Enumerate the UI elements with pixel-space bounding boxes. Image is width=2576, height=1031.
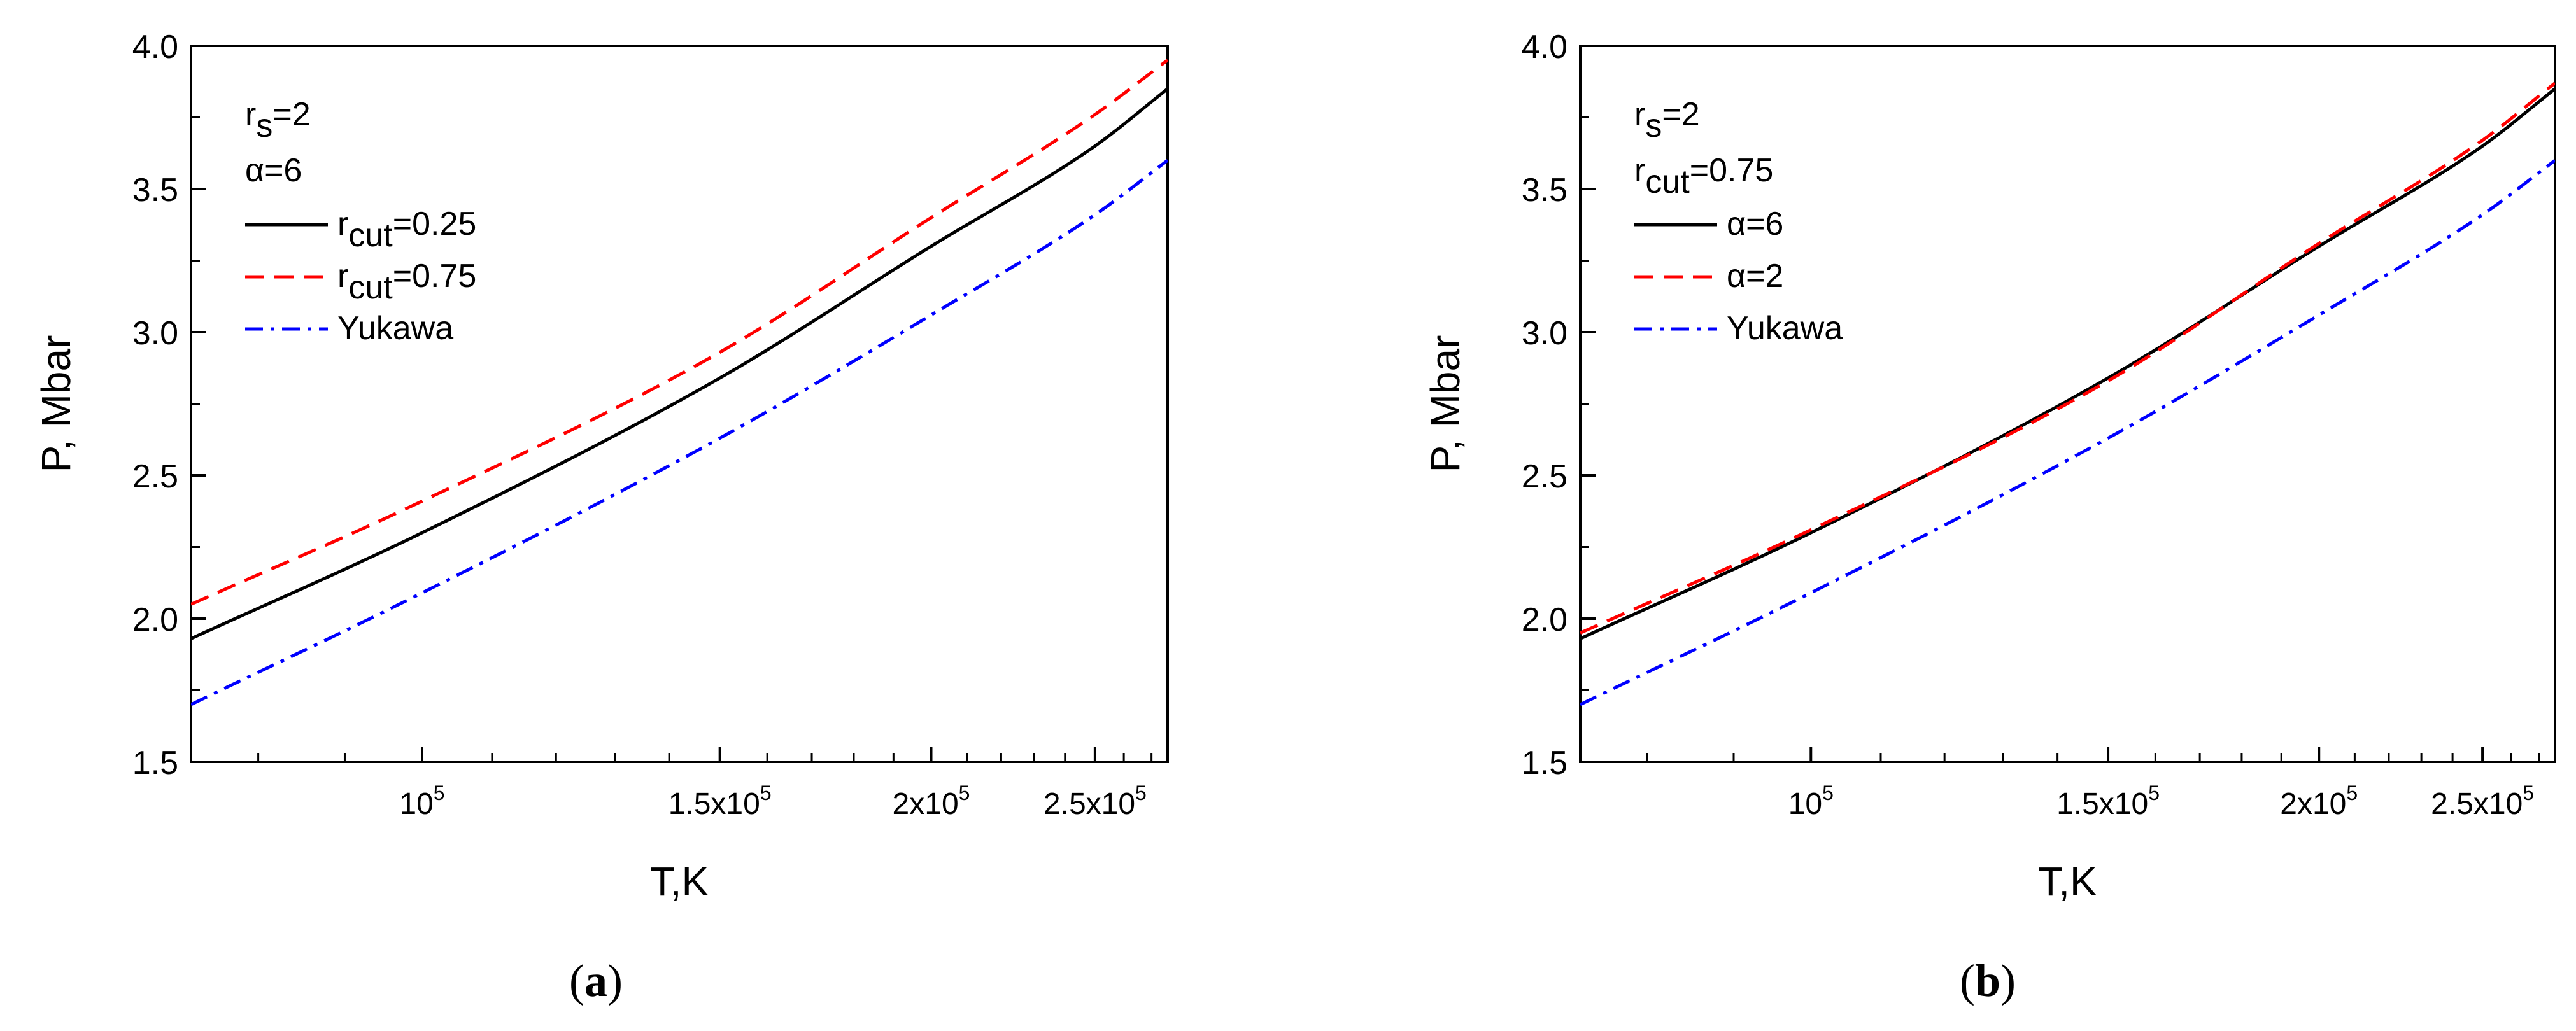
annotation-1: α=6	[245, 152, 302, 189]
panel-label-b-letter: b	[1974, 955, 2001, 1006]
legend-label-0: α=6	[1727, 206, 1783, 242]
x-tick-label: 1.5x105	[2056, 782, 2160, 821]
y-tick-label: 2.0	[132, 601, 178, 638]
legend-label-0: rcut=0.25	[337, 206, 476, 254]
chart-panel-a: 1.5 2.0 2.5 3.0 3.5 4.0 105 1.5x105 2x105 2.5x105…	[33, 29, 1169, 904]
x-tick-label: 2x105	[2280, 782, 2358, 821]
y-tick-label: 2.5	[1522, 458, 1568, 495]
y-tick-label: 3.0	[1522, 315, 1568, 352]
y-axis-title: P, Mbar	[33, 335, 79, 473]
plot-frame	[190, 45, 1169, 763]
legend-label-2: Yukawa	[337, 310, 453, 347]
x-axis-title: T,K	[2038, 859, 2097, 904]
y-tick-label: 3.0	[132, 315, 178, 352]
series-line-0	[191, 87, 1168, 640]
y-tick-label: 2.5	[132, 458, 178, 495]
x-tick-label: 2.5x105	[2431, 782, 2534, 821]
series-line-2	[191, 159, 1168, 706]
y-tick-label: 3.5	[132, 172, 178, 209]
panel-label-b: (b)	[1959, 955, 2016, 1006]
annotation-0: rs=2	[1634, 96, 1700, 144]
annotation-1: rcut=0.75	[1634, 152, 1773, 200]
series-line-1	[191, 59, 1168, 606]
x-tick-label: 105	[1788, 782, 1834, 821]
x-tick-label: 1.5x105	[669, 782, 772, 821]
annotation-0: rs=2	[245, 96, 311, 144]
legend-label-1: rcut=0.75	[337, 258, 476, 306]
y-tick-label: 2.0	[1522, 601, 1568, 638]
legend-label-1: α=2	[1727, 258, 1783, 295]
x-tick-label: 105	[399, 782, 444, 821]
series-line-1	[1580, 81, 2555, 635]
y-tick-label: 4.0	[132, 29, 178, 66]
panel-label-a: (a)	[569, 955, 623, 1006]
y-tick-label: 3.5	[1522, 172, 1568, 209]
y-tick-label: 1.5	[132, 745, 178, 782]
chart-panel-b: 1.5 2.0 2.5 3.0 3.5 4.0 105 1.5x105 2x105 2.5x105…	[1422, 29, 2556, 904]
series-line-0	[1580, 87, 2555, 640]
y-tick-label: 1.5	[1522, 745, 1568, 782]
series-line-2	[1580, 159, 2555, 706]
panel-label-a-letter: a	[584, 955, 607, 1006]
x-tick-label: 2x105	[893, 782, 970, 821]
legend-label-2: Yukawa	[1727, 310, 1843, 347]
x-axis-title: T,K	[650, 859, 709, 904]
x-tick-label: 2.5x105	[1044, 782, 1147, 821]
y-axis-title: P, Mbar	[1422, 335, 1468, 473]
y-tick-label: 4.0	[1522, 29, 1568, 66]
